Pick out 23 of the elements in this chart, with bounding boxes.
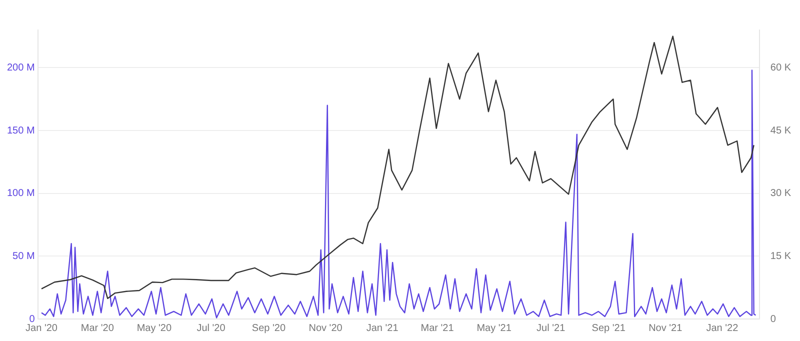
x-tick-label: May '20: [136, 322, 172, 334]
y-tick-label: 0: [29, 314, 36, 325]
x-tick-label: Sep '20: [252, 322, 286, 334]
x-tick-label: Jul '21: [536, 322, 566, 334]
x-tick-label: May '21: [476, 322, 512, 334]
y2-tick-label: 0: [770, 314, 776, 325]
y-tick-label: 100 M: [6, 188, 35, 200]
y-tick-label: 50 M: [12, 250, 35, 262]
x-tick-label: Jan '21: [366, 322, 399, 334]
x-tick-label: Nov '20: [308, 322, 343, 334]
x-tick-label: Sep '21: [592, 322, 626, 334]
y2-tick-label: 15 K: [770, 250, 792, 262]
y2-tick-label: 60 K: [770, 62, 792, 74]
y-tick-label: 200 M: [6, 62, 35, 74]
x-tick-label: Nov '21: [648, 322, 683, 334]
x-tick-label: Jan '22: [706, 322, 739, 334]
y-tick-label: 150 M: [6, 125, 35, 136]
x-tick-label: Mar '21: [420, 322, 454, 334]
x-tick-label: Jan '20: [26, 322, 58, 334]
x-tick-label: Mar '20: [80, 322, 114, 334]
x-tick-label: Jul '20: [196, 322, 226, 334]
y2-tick-label: 30 K: [770, 188, 792, 200]
y2-tick-label: 45 K: [770, 125, 792, 136]
